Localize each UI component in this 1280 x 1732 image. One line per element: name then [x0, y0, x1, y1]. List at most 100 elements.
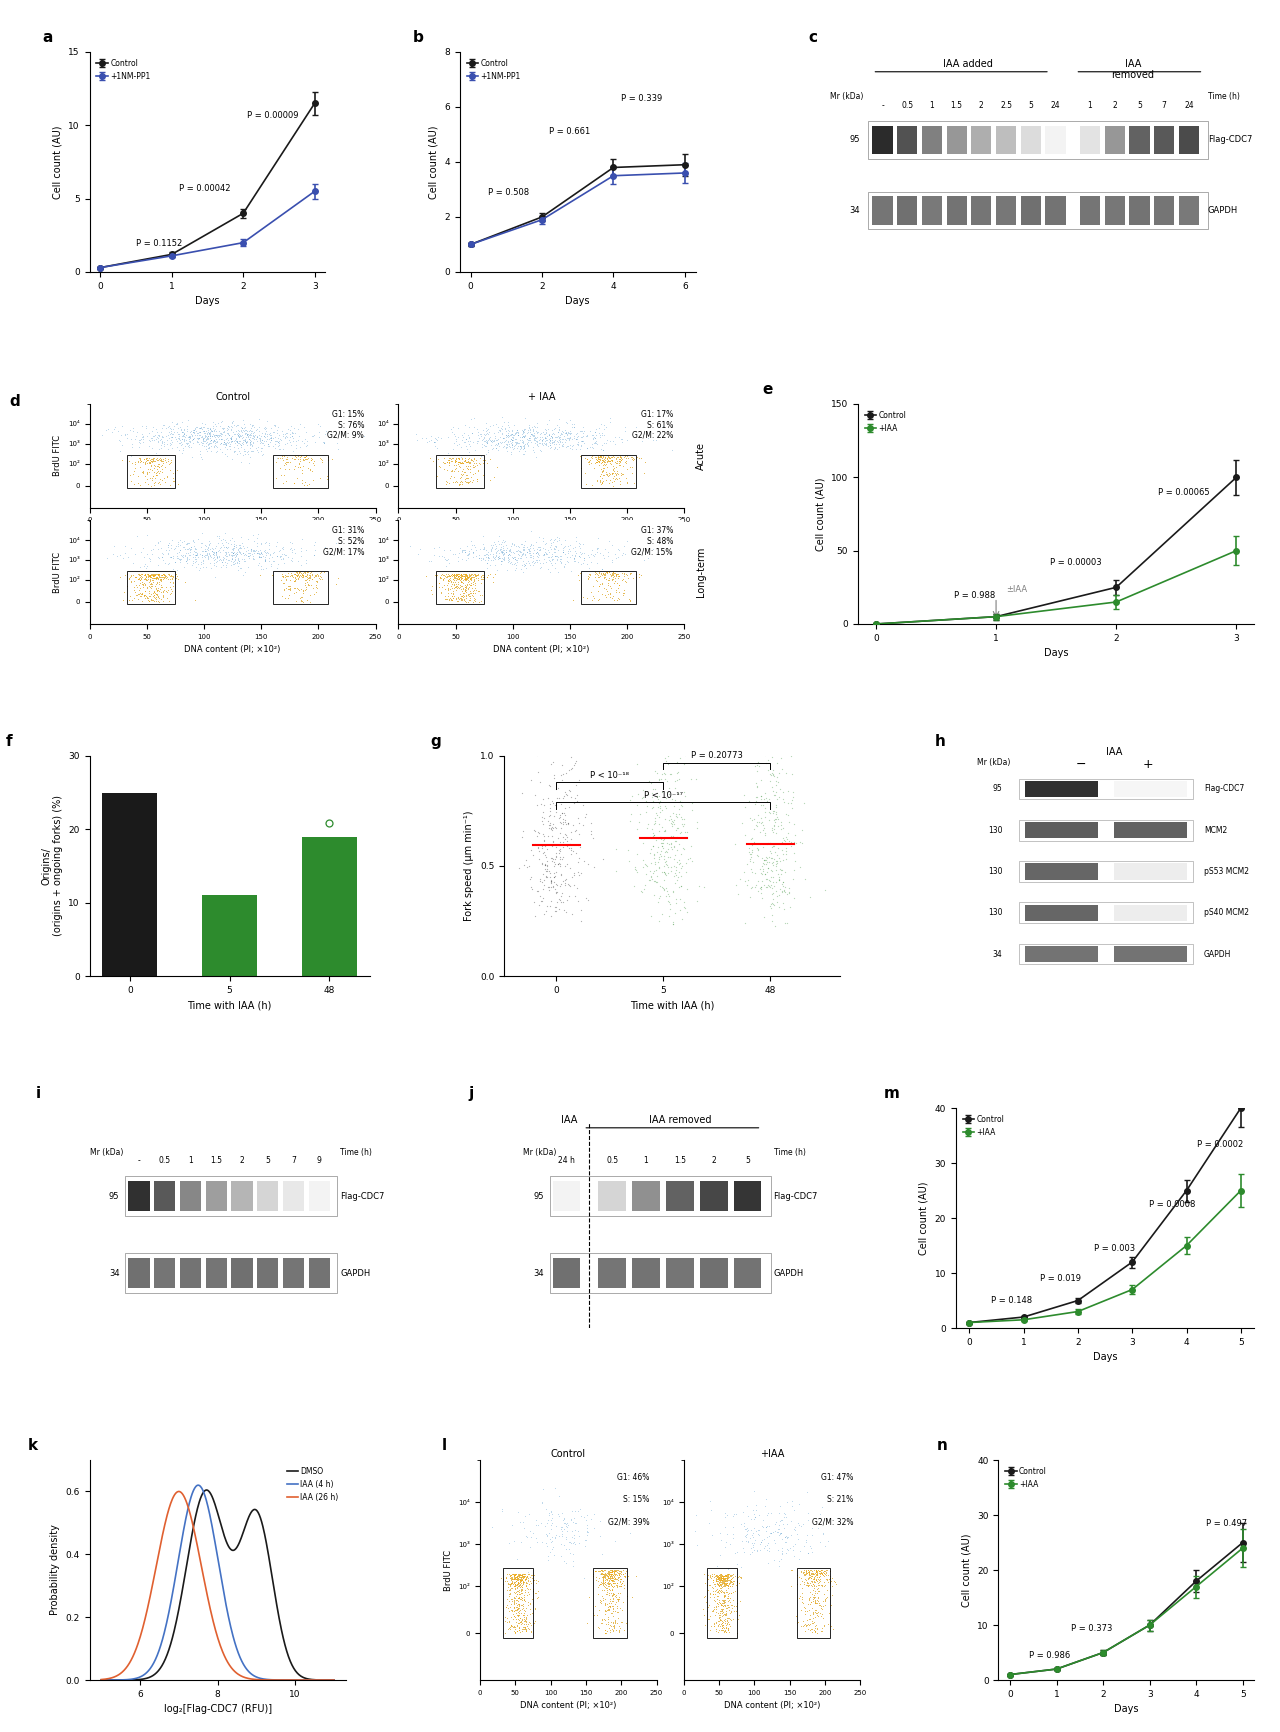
- Point: [142, 561, 163, 589]
- Point: [540, 1524, 561, 1552]
- Point: [294, 424, 315, 452]
- Point: [795, 1557, 815, 1585]
- Point: [513, 553, 534, 580]
- Point: [148, 435, 169, 462]
- Point: [429, 570, 449, 598]
- Point: [707, 1561, 727, 1588]
- Y-axis label: Probability density: Probability density: [50, 1524, 60, 1616]
- Point: [508, 1562, 529, 1590]
- Point: [457, 558, 477, 585]
- Point: [712, 1569, 732, 1597]
- Point: [477, 539, 498, 566]
- Point: [613, 1561, 634, 1588]
- Point: [604, 1614, 625, 1642]
- Point: [631, 428, 652, 456]
- Point: [809, 1567, 829, 1595]
- Point: [552, 814, 572, 842]
- Point: [296, 433, 316, 461]
- Point: [719, 1569, 740, 1597]
- Point: [759, 1536, 780, 1564]
- Point: [671, 788, 691, 816]
- Point: [502, 1566, 522, 1593]
- Point: [207, 547, 228, 575]
- Point: [751, 843, 772, 871]
- Point: [168, 471, 188, 499]
- Point: [439, 443, 460, 471]
- Point: [518, 549, 539, 577]
- Point: [591, 1559, 612, 1587]
- Point: [155, 469, 175, 497]
- Point: [236, 537, 256, 565]
- Point: [710, 1609, 731, 1637]
- Point: [498, 1593, 518, 1621]
- Point: [439, 449, 460, 476]
- Point: [192, 416, 212, 443]
- Point: [154, 412, 174, 440]
- Point: [192, 424, 212, 452]
- Point: [535, 535, 556, 563]
- Point: [713, 1569, 733, 1597]
- Point: [797, 1555, 818, 1583]
- Point: [760, 838, 781, 866]
- Point: [440, 572, 461, 599]
- Point: [598, 1566, 618, 1593]
- Point: [506, 1561, 526, 1588]
- Point: [717, 1562, 737, 1590]
- Point: [710, 1562, 731, 1590]
- Point: [183, 419, 204, 447]
- Point: [454, 447, 475, 475]
- Point: [129, 445, 150, 473]
- Point: [513, 1562, 534, 1590]
- Point: [184, 417, 205, 445]
- Point: [717, 1562, 737, 1590]
- Point: [188, 424, 209, 452]
- Point: [456, 561, 476, 589]
- Point: [590, 1522, 611, 1550]
- Point: [717, 1578, 737, 1606]
- Point: [241, 537, 261, 565]
- Point: [458, 423, 479, 450]
- Point: [649, 840, 669, 868]
- Point: [801, 1567, 822, 1595]
- Point: [460, 565, 480, 592]
- Point: [151, 452, 172, 480]
- Point: [460, 561, 480, 589]
- Point: [512, 1576, 532, 1604]
- Point: [184, 533, 205, 561]
- Point: [763, 818, 783, 845]
- Point: [796, 1559, 817, 1587]
- Point: [154, 561, 174, 589]
- Point: [457, 540, 477, 568]
- Point: [801, 1609, 822, 1637]
- Point: [146, 585, 166, 613]
- Point: [593, 1566, 613, 1593]
- Point: [440, 578, 461, 606]
- Point: [771, 1507, 791, 1535]
- Point: [124, 450, 145, 478]
- Point: [146, 580, 166, 608]
- Point: [613, 582, 634, 610]
- Point: [791, 1567, 812, 1595]
- Point: [227, 428, 247, 456]
- Point: [608, 535, 628, 563]
- Point: [447, 587, 467, 615]
- Point: [186, 535, 206, 563]
- Point: [236, 438, 256, 466]
- Legend: Control, +IAA: Control, +IAA: [1002, 1464, 1050, 1491]
- Point: [207, 528, 228, 556]
- Point: [439, 566, 460, 594]
- Point: [517, 1559, 538, 1587]
- Point: [806, 1600, 827, 1628]
- Point: [508, 1583, 529, 1611]
- Point: [297, 563, 317, 591]
- Point: [500, 535, 521, 563]
- Point: [722, 1561, 742, 1588]
- Point: [591, 1555, 612, 1583]
- Point: [611, 1567, 631, 1595]
- Point: [195, 544, 215, 572]
- Point: [714, 1587, 735, 1614]
- Point: [520, 532, 540, 559]
- Point: [160, 431, 180, 459]
- Point: [157, 584, 178, 611]
- Point: [509, 1609, 530, 1637]
